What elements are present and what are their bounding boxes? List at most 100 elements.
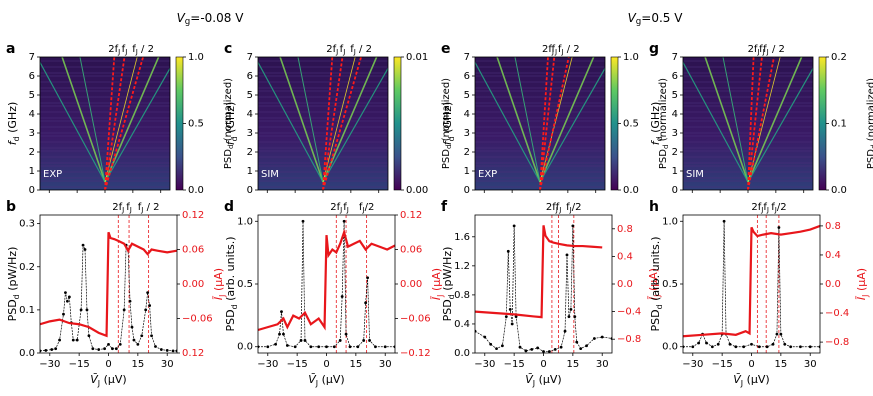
data-point xyxy=(501,344,504,348)
label-part: PSD xyxy=(223,149,234,169)
label-part: J xyxy=(532,379,535,388)
y-tick-label: 1.2 xyxy=(454,261,470,272)
data-point xyxy=(495,347,498,351)
y-tick-label: 0 xyxy=(464,185,470,196)
label-part: 2f xyxy=(546,202,556,213)
y-tick-label: 1.6 xyxy=(454,232,470,243)
label-part: d xyxy=(655,304,664,309)
label-part: d xyxy=(230,304,239,309)
data-point xyxy=(510,322,514,326)
label-part: PSD xyxy=(441,149,452,169)
label-part: J xyxy=(861,295,870,298)
feature-line xyxy=(279,57,324,183)
series-line xyxy=(258,228,395,332)
series-line xyxy=(475,225,603,319)
annotation-label: 2fJ xyxy=(330,202,342,214)
data-point xyxy=(309,345,313,349)
annotation-label: fJ xyxy=(556,202,562,214)
y2-axis-label: ĪJ (μA) xyxy=(647,268,662,300)
y2-tick-label: 0.0 xyxy=(825,279,841,290)
data-point xyxy=(159,348,163,351)
data-point xyxy=(114,347,118,351)
label-part: (GHz) xyxy=(441,102,454,137)
y2-tick-label: −0.06 xyxy=(182,314,213,325)
data-point xyxy=(771,342,775,346)
y-tick-label: 5 xyxy=(29,90,35,101)
label-part: (normalized) xyxy=(441,78,452,145)
data-point xyxy=(165,349,169,352)
feature-line xyxy=(747,67,813,183)
data-point xyxy=(285,344,289,347)
data-point xyxy=(83,248,87,251)
y-tick-label: 0.0 xyxy=(454,348,470,359)
label-part: J xyxy=(353,47,356,56)
feature-line xyxy=(79,57,106,183)
y2-tick-label: 0.4 xyxy=(825,250,841,261)
annotation-line xyxy=(322,57,362,190)
y-tick-label: 4 xyxy=(247,109,253,120)
data-point xyxy=(383,345,387,349)
annotation-line xyxy=(322,57,344,190)
annotation-label: 2fJ xyxy=(326,44,338,56)
data-point xyxy=(742,345,746,349)
y2-axis-label: ĪJ (μA) xyxy=(430,268,445,300)
data-point xyxy=(368,339,371,342)
panel-letter: f xyxy=(441,199,448,215)
annotation-label: 2fJ xyxy=(112,202,124,214)
x-tick-label: 30 xyxy=(379,359,392,370)
label-part: f xyxy=(649,139,662,145)
data-point xyxy=(783,342,787,346)
data-point xyxy=(356,345,360,349)
label-part: (μV) xyxy=(100,373,127,386)
colorbar-tick-label: 0.01 xyxy=(406,52,428,63)
colorbar xyxy=(818,56,827,191)
data-point xyxy=(66,299,69,303)
x-tick-label: −30 xyxy=(682,359,703,370)
label-part: (μV) xyxy=(535,373,562,386)
label-part: (μA) xyxy=(212,268,225,295)
label-part: (μA) xyxy=(430,268,443,295)
data-point xyxy=(301,219,305,223)
label-part: J xyxy=(653,295,662,298)
plot-area xyxy=(683,215,820,353)
data-point xyxy=(483,335,487,339)
data-point xyxy=(342,219,346,223)
label-part: (GHz) xyxy=(649,102,662,137)
y2-tick-label: 0.00 xyxy=(400,279,422,290)
label-part: V̄ xyxy=(525,373,534,386)
y-axis-label: PSDd (arb. units.) xyxy=(649,237,664,332)
annotation-line xyxy=(747,57,755,190)
data-point xyxy=(144,308,148,312)
panel-line: d 2fJ fJ fJ/2−30 −15 0 15 30V̄J (μV)−0.12−0.060… xyxy=(224,199,445,388)
label-part: 2f xyxy=(326,44,336,55)
plot-area xyxy=(40,215,177,353)
data-tag: EXP xyxy=(478,169,497,180)
label-part: J xyxy=(97,379,100,388)
y-tick-label: 7 xyxy=(464,52,470,63)
label-part: 2f xyxy=(751,202,761,213)
label-part: f xyxy=(551,44,555,55)
label-part: f xyxy=(126,202,130,213)
y2-tick-label: 0.4 xyxy=(617,251,633,262)
panel-letter: b xyxy=(6,199,16,215)
colorbar-tick-label: 1.0 xyxy=(623,52,639,63)
label-part: =0.5 V xyxy=(641,11,683,25)
x-tick-label: 0 xyxy=(540,359,546,370)
data-point xyxy=(524,349,528,353)
data-point xyxy=(128,299,132,303)
feature-line xyxy=(258,61,324,183)
y-tick-label: 3 xyxy=(464,128,470,139)
data-point xyxy=(775,332,779,336)
label-part: Ī xyxy=(212,295,225,300)
header: Vg=0.5 V xyxy=(628,11,684,27)
label-part: / 2 xyxy=(138,44,154,55)
y2-tick-label: 0.8 xyxy=(825,221,841,232)
annotation-label: 2fJ xyxy=(542,44,554,56)
label-part: f xyxy=(138,202,142,213)
label-part: d xyxy=(447,294,456,299)
y-tick-label: 1 xyxy=(672,166,678,177)
data-point xyxy=(547,350,551,353)
